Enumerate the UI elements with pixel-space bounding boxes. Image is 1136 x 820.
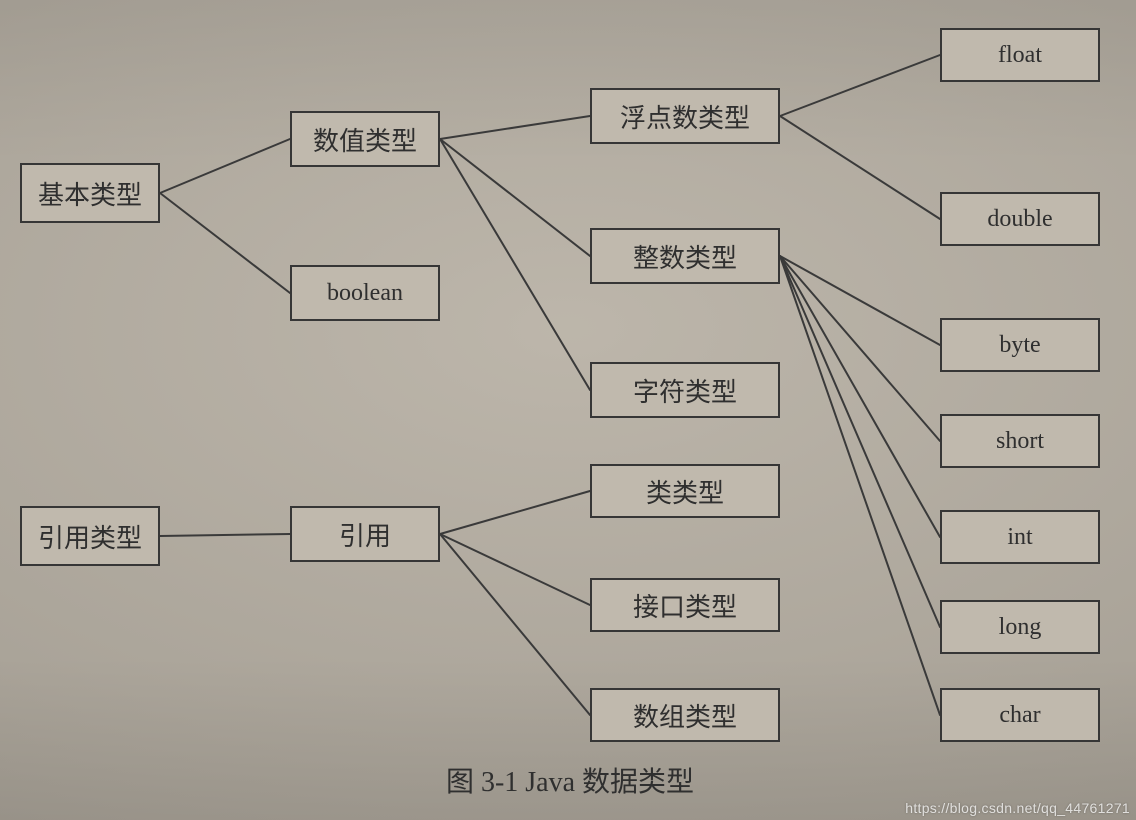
edge-intType-to-short xyxy=(780,256,940,441)
figure-caption: 图 3-1 Java 数据类型 xyxy=(360,760,780,800)
node-float: float xyxy=(940,28,1100,82)
node-intType: 整数类型 xyxy=(590,228,780,284)
edge-basic-to-numeric xyxy=(160,139,290,193)
node-boolean: boolean xyxy=(290,265,440,321)
node-ifaceType: 接口类型 xyxy=(590,578,780,632)
edge-numeric-to-intType xyxy=(440,139,590,256)
node-numeric: 数值类型 xyxy=(290,111,440,167)
node-arrayType: 数组类型 xyxy=(590,688,780,742)
node-classType: 类类型 xyxy=(590,464,780,518)
edge-intType-to-long xyxy=(780,256,940,627)
source-watermark: https://blog.csdn.net/qq_44761271 xyxy=(905,800,1130,816)
node-reference: 引用类型 xyxy=(20,506,160,566)
edge-ref-to-arrayType xyxy=(440,534,590,715)
edge-intType-to-int xyxy=(780,256,940,537)
node-basic: 基本类型 xyxy=(20,163,160,223)
node-charType: 字符类型 xyxy=(590,362,780,418)
edge-intType-to-char xyxy=(780,256,940,715)
node-int: int xyxy=(940,510,1100,564)
edge-reference-to-ref xyxy=(160,534,290,536)
node-ref: 引用 xyxy=(290,506,440,562)
node-double: double xyxy=(940,192,1100,246)
edge-intType-to-byte xyxy=(780,256,940,345)
edge-numeric-to-charType xyxy=(440,139,590,390)
edge-ref-to-ifaceType xyxy=(440,534,590,605)
edge-floatType-to-double xyxy=(780,116,940,219)
node-long: long xyxy=(940,600,1100,654)
node-char: char xyxy=(940,688,1100,742)
node-floatType: 浮点数类型 xyxy=(590,88,780,144)
edge-ref-to-classType xyxy=(440,491,590,534)
edge-numeric-to-floatType xyxy=(440,116,590,139)
node-short: short xyxy=(940,414,1100,468)
edge-floatType-to-float xyxy=(780,55,940,116)
node-byte: byte xyxy=(940,318,1100,372)
edge-basic-to-boolean xyxy=(160,193,290,293)
